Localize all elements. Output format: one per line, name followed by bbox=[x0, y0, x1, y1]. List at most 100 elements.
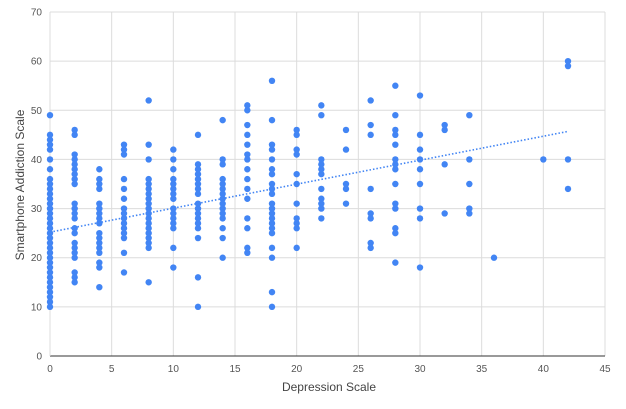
data-point bbox=[268, 190, 276, 198]
data-point bbox=[244, 215, 251, 222]
data-point bbox=[219, 190, 226, 198]
data-point bbox=[71, 244, 78, 252]
data-point bbox=[170, 175, 177, 183]
data-point bbox=[170, 180, 177, 188]
x-axis-title: Depression Scale bbox=[282, 380, 376, 394]
data-point bbox=[219, 116, 226, 124]
data-point bbox=[145, 239, 152, 247]
data-point bbox=[392, 126, 399, 134]
data-point bbox=[268, 244, 276, 252]
data-point bbox=[145, 210, 152, 217]
data-point bbox=[170, 210, 177, 217]
data-point bbox=[71, 126, 78, 134]
data-point bbox=[120, 210, 128, 217]
data-point bbox=[46, 166, 54, 173]
data-point bbox=[466, 180, 473, 188]
data-point bbox=[416, 131, 424, 139]
data-point bbox=[145, 215, 152, 222]
data-point bbox=[71, 166, 78, 173]
data-point bbox=[170, 205, 177, 212]
data-point bbox=[145, 190, 152, 198]
data-point bbox=[120, 185, 128, 193]
data-point bbox=[342, 200, 350, 207]
data-point bbox=[46, 279, 54, 286]
data-point bbox=[244, 225, 251, 232]
data-point bbox=[96, 210, 103, 217]
data-point bbox=[170, 146, 177, 153]
data-point bbox=[96, 229, 103, 237]
data-point bbox=[268, 215, 276, 222]
data-point bbox=[145, 244, 152, 252]
data-point bbox=[46, 136, 54, 143]
data-point bbox=[71, 151, 78, 158]
data-point bbox=[71, 229, 78, 237]
data-point bbox=[46, 269, 54, 276]
data-point bbox=[268, 77, 276, 85]
data-point bbox=[318, 156, 325, 163]
data-point bbox=[367, 185, 374, 193]
data-point bbox=[244, 102, 251, 109]
data-point bbox=[466, 112, 473, 119]
data-point bbox=[392, 156, 399, 163]
data-point bbox=[145, 175, 152, 183]
data-point bbox=[96, 234, 103, 242]
data-point bbox=[219, 175, 226, 183]
data-point bbox=[120, 225, 128, 232]
data-point bbox=[318, 102, 325, 109]
data-point bbox=[71, 269, 78, 276]
data-point bbox=[170, 244, 177, 252]
data-point bbox=[318, 166, 325, 173]
data-point bbox=[120, 146, 128, 153]
data-point bbox=[416, 215, 424, 222]
data-point bbox=[219, 161, 226, 168]
data-point bbox=[96, 239, 103, 247]
data-point bbox=[342, 185, 350, 193]
data-point bbox=[71, 161, 78, 168]
data-point bbox=[244, 156, 251, 163]
data-point bbox=[46, 215, 54, 222]
data-point bbox=[392, 200, 399, 207]
data-point bbox=[96, 220, 103, 227]
data-point bbox=[392, 229, 399, 237]
data-point bbox=[293, 220, 300, 227]
data-point bbox=[466, 210, 473, 217]
data-point bbox=[564, 62, 572, 70]
data-point bbox=[46, 264, 54, 271]
data-point bbox=[268, 146, 276, 153]
data-point bbox=[145, 185, 152, 193]
data-point bbox=[194, 161, 202, 168]
y-tick-label: 60 bbox=[31, 57, 43, 68]
data-point bbox=[268, 220, 276, 227]
data-point bbox=[46, 141, 54, 148]
data-point bbox=[293, 126, 300, 134]
data-point bbox=[96, 175, 103, 183]
data-point bbox=[293, 215, 300, 222]
x-tick-label: 10 bbox=[168, 364, 180, 375]
data-point bbox=[194, 225, 202, 232]
data-point bbox=[194, 234, 202, 242]
data-point bbox=[46, 112, 54, 119]
data-point bbox=[46, 190, 54, 198]
data-point bbox=[392, 131, 399, 139]
data-point bbox=[96, 244, 103, 252]
x-tick-label: 35 bbox=[476, 364, 488, 375]
data-point bbox=[268, 205, 276, 212]
data-point bbox=[46, 185, 54, 193]
data-point bbox=[71, 274, 78, 281]
data-point bbox=[194, 303, 202, 311]
data-points bbox=[46, 57, 572, 311]
data-point bbox=[318, 112, 325, 119]
data-point bbox=[145, 97, 152, 104]
x-tick-label: 5 bbox=[109, 364, 115, 375]
data-point bbox=[219, 210, 226, 217]
data-point bbox=[194, 210, 202, 217]
data-point bbox=[293, 146, 300, 153]
data-point bbox=[268, 116, 276, 124]
x-tick-label: 25 bbox=[353, 364, 365, 375]
data-point bbox=[367, 215, 374, 222]
data-point bbox=[46, 180, 54, 188]
data-point bbox=[170, 166, 177, 173]
data-point bbox=[268, 180, 276, 188]
data-point bbox=[145, 141, 152, 148]
